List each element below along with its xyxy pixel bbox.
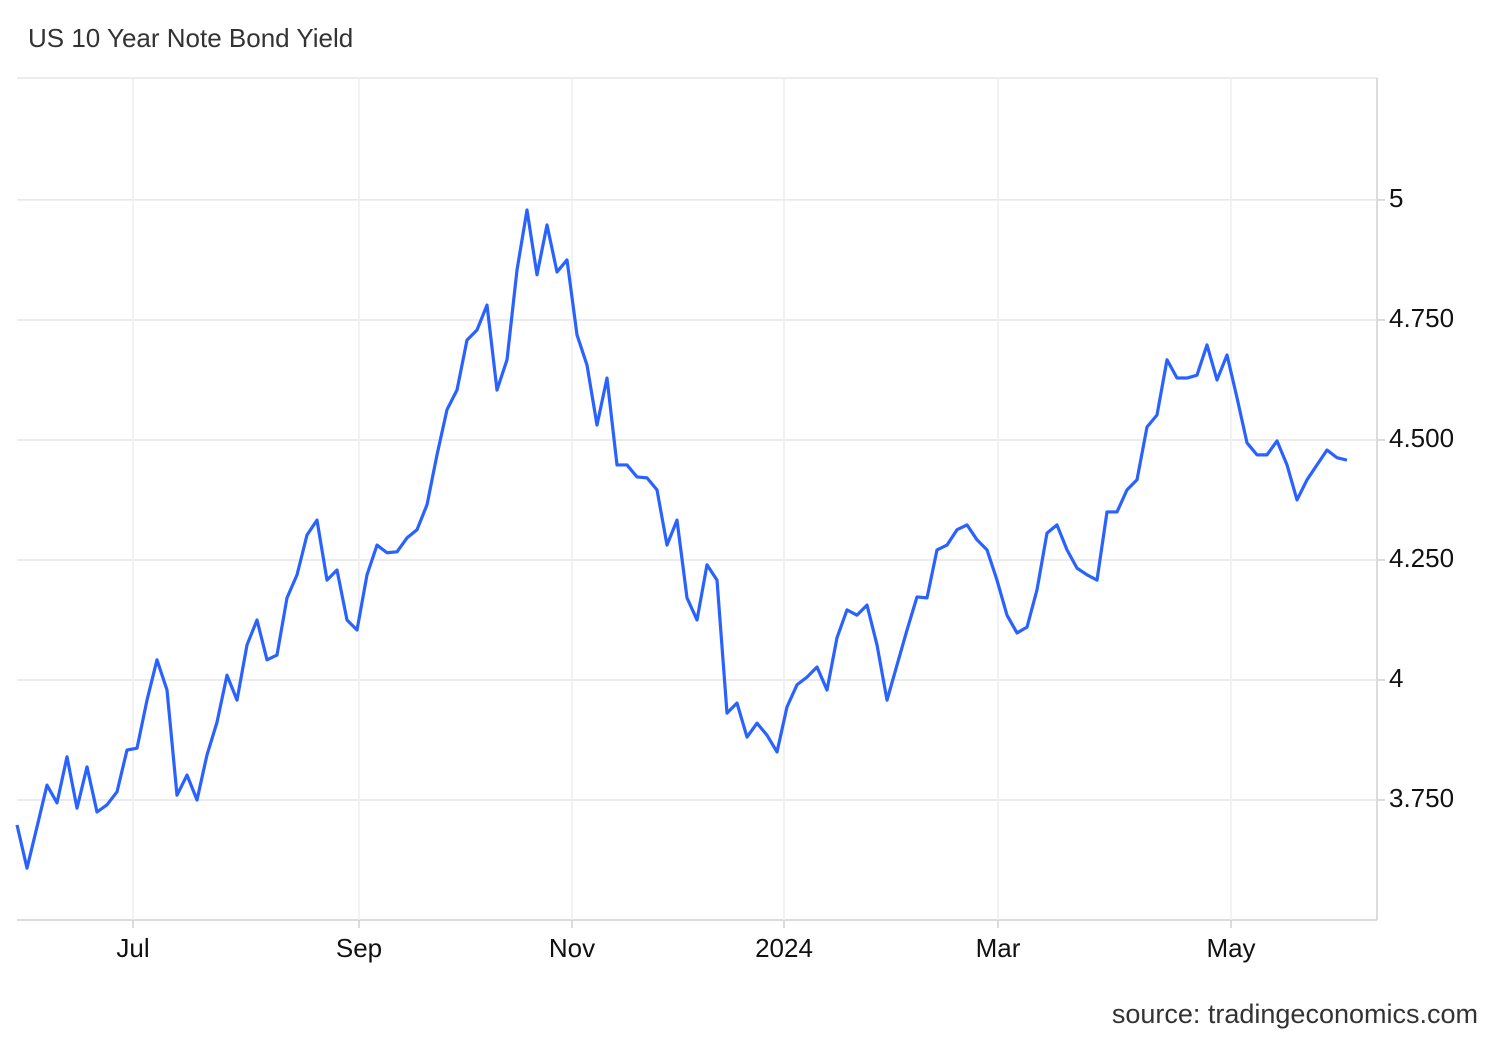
source-note: source: tradingeconomics.com: [1112, 999, 1478, 1029]
chart-title: US 10 Year Note Bond Yield: [28, 23, 353, 53]
y-tick-label: 4: [1389, 663, 1403, 693]
x-tick-label: May: [1206, 933, 1255, 963]
y-tick-label: 4.750: [1389, 303, 1454, 333]
x-tick-label: Jul: [116, 933, 149, 963]
y-tick-label: 4.250: [1389, 543, 1454, 573]
x-tick-label: Sep: [336, 933, 382, 963]
x-tick-label: Nov: [549, 933, 595, 963]
y-tick-label: 4.500: [1389, 423, 1454, 453]
y-tick-label: 5: [1389, 183, 1403, 213]
x-tick-label: 2024: [755, 933, 813, 963]
y-tick-label: 3.750: [1389, 783, 1454, 813]
x-tick-label: Mar: [976, 933, 1021, 963]
data-line: [15, 208, 1348, 870]
